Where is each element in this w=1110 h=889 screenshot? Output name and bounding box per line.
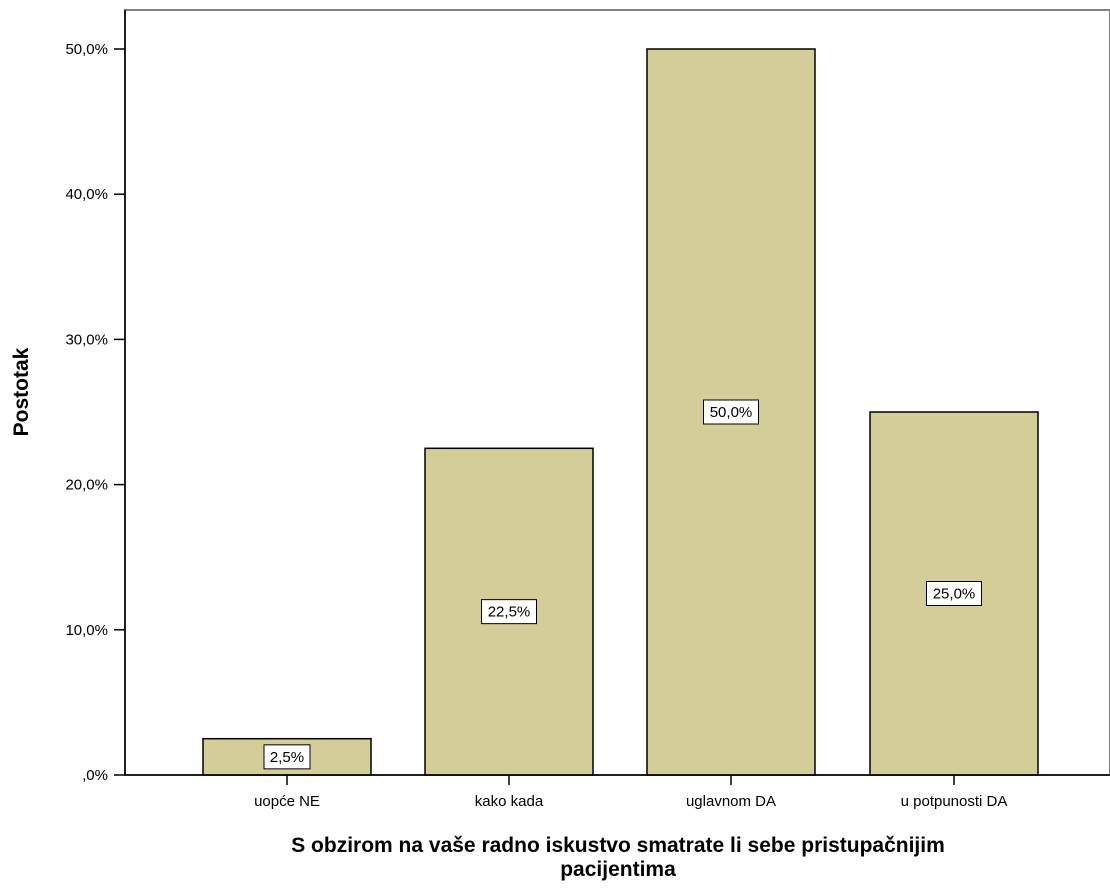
y-tick-label: 30,0%	[65, 331, 108, 348]
y-tick-label: 10,0%	[65, 622, 108, 639]
x-axis-title-line-2: pacijentima	[560, 858, 676, 881]
data-label: 22,5%	[488, 604, 531, 621]
data-label: 25,0%	[933, 586, 976, 603]
data-label-box	[926, 581, 982, 606]
x-tick-label: uglavnom DA	[686, 793, 776, 810]
y-axis-title: Postotak	[10, 347, 33, 436]
y-tick-label: 40,0%	[65, 186, 108, 203]
y-tick-label: ,0%	[82, 767, 108, 784]
data-label-box	[263, 744, 311, 770]
x-axis-title-line-1: S obzirom na vaše radno iskustvo smatrat…	[291, 834, 945, 857]
x-tick-label: kako kada	[475, 793, 544, 810]
y-tick-label: 50,0%	[65, 41, 108, 58]
data-label: 2,5%	[270, 749, 304, 766]
y-tick-label: 20,0%	[65, 477, 108, 494]
data-label-box	[703, 399, 759, 425]
x-tick-label: uopće NE	[254, 793, 320, 810]
data-label: 50,0%	[710, 404, 753, 421]
data-label-box	[481, 599, 537, 625]
x-tick-label: u potpunosti DA	[901, 793, 1008, 810]
